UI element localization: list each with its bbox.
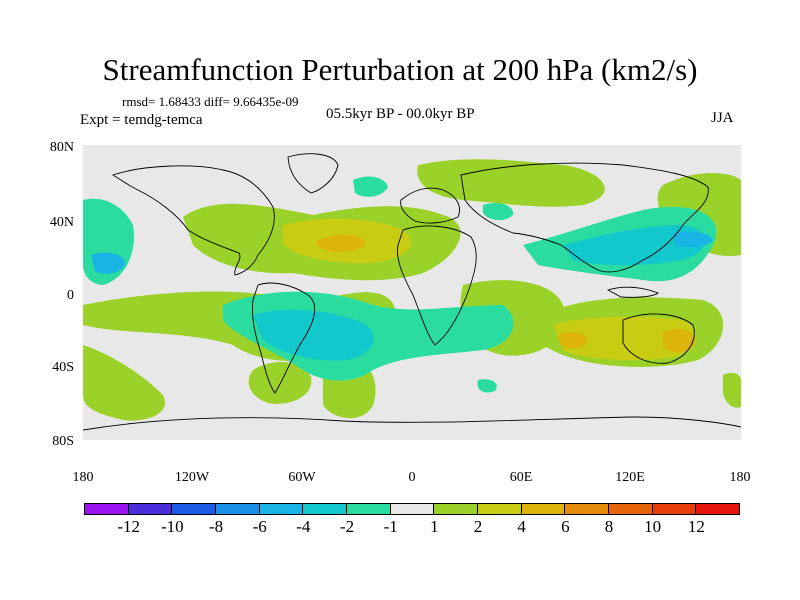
colorbar-label: 2 [473, 517, 483, 536]
coast-asia [460, 162, 709, 273]
colorbar-label: -2 [339, 517, 355, 536]
lat-label-80n: 80N [49, 140, 74, 155]
colorbar [84, 503, 741, 515]
coast-australia [622, 313, 695, 364]
contour-arctic-negative-west [353, 176, 388, 197]
lon-label-60e: 60E [509, 470, 533, 485]
colorbar-label: -1 [383, 517, 398, 536]
lat-label-40s: 40S [52, 360, 74, 375]
contour-indian-ocean-negative [477, 379, 497, 393]
contour-australia-positive-strong [553, 316, 696, 361]
plot-title: Streamfunction Perturbation at 200 hPa (… [102, 52, 698, 87]
colorbar-label: 6 [561, 517, 570, 536]
stats-text: rmsd= 1.68433 diff= 9.66435e-09 [122, 94, 299, 109]
coast-europe [400, 187, 460, 224]
contour-south-america-negative-strong [253, 309, 374, 361]
colorbar-label: 10 [644, 517, 662, 536]
colorbar-label: -10 [160, 517, 184, 536]
contour-southern-ocean-positive [83, 345, 165, 421]
coast-greenland [287, 153, 339, 194]
contour-arctic-negative-east [483, 203, 514, 221]
coast-antarctica [83, 416, 741, 431]
colorbar-label: -12 [117, 517, 140, 536]
contour-australia-core-east [663, 329, 696, 353]
contour-asia-core [673, 231, 713, 248]
colorbar-box [608, 503, 653, 515]
lon-label-180w: 180 [72, 470, 94, 485]
coast-africa [397, 225, 477, 346]
contour-asia-negative-strong [563, 225, 706, 266]
contour-north-pacific-negative-strong [91, 252, 125, 274]
lon-label-120e: 120E [615, 470, 645, 485]
lat-label-40n: 40N [49, 215, 74, 230]
colorbar-label: -6 [252, 517, 267, 536]
colorbar-box [520, 503, 566, 515]
coastlines [83, 153, 741, 431]
experiment-label: Expt = temdg-temca [80, 112, 203, 128]
colorbar-box [433, 503, 479, 515]
colorbar-label: -4 [296, 517, 311, 536]
lat-label-80s: 80S [52, 434, 74, 449]
coast-indonesia [606, 286, 659, 298]
colorbar-box [389, 503, 435, 515]
contour-north-atlantic-core [316, 234, 366, 253]
lon-label-180e: 180 [729, 470, 751, 485]
lat-label-0: 0 [67, 288, 74, 303]
colorbar-label: -8 [208, 517, 224, 536]
contour-south-america-south-positive [248, 361, 312, 404]
colorbar-box [346, 503, 391, 515]
colorbar-label: 4 [517, 517, 526, 536]
coast-south-america [252, 282, 316, 394]
colorbar-box [258, 503, 304, 515]
colorbar-label: 12 [687, 517, 705, 536]
contour-southeast-pacific-positive [723, 372, 741, 408]
season-label: JJA [711, 110, 734, 126]
colorbar-box [651, 503, 697, 515]
lon-label-0: 0 [408, 470, 416, 485]
colorbar-box [84, 503, 129, 515]
coast-north-america [111, 165, 275, 276]
colorbar-label: 1 [430, 517, 439, 536]
colorbar-box [171, 503, 217, 515]
colorbar-label: 8 [604, 517, 614, 536]
lon-label-60w: 60W [288, 470, 316, 485]
colorbar-box [215, 503, 260, 515]
colorbar-box [127, 503, 173, 515]
colorbar-box [564, 503, 610, 515]
period-label: 05.5kyr BP - 00.0kyr BP [326, 106, 475, 122]
colorbar-box [302, 503, 348, 515]
lon-label-120w: 120W [174, 470, 210, 485]
map-plot-area [83, 145, 741, 440]
colorbar-box [695, 503, 741, 515]
colorbar-box [477, 503, 522, 515]
contour-australia-core-west [558, 332, 588, 349]
